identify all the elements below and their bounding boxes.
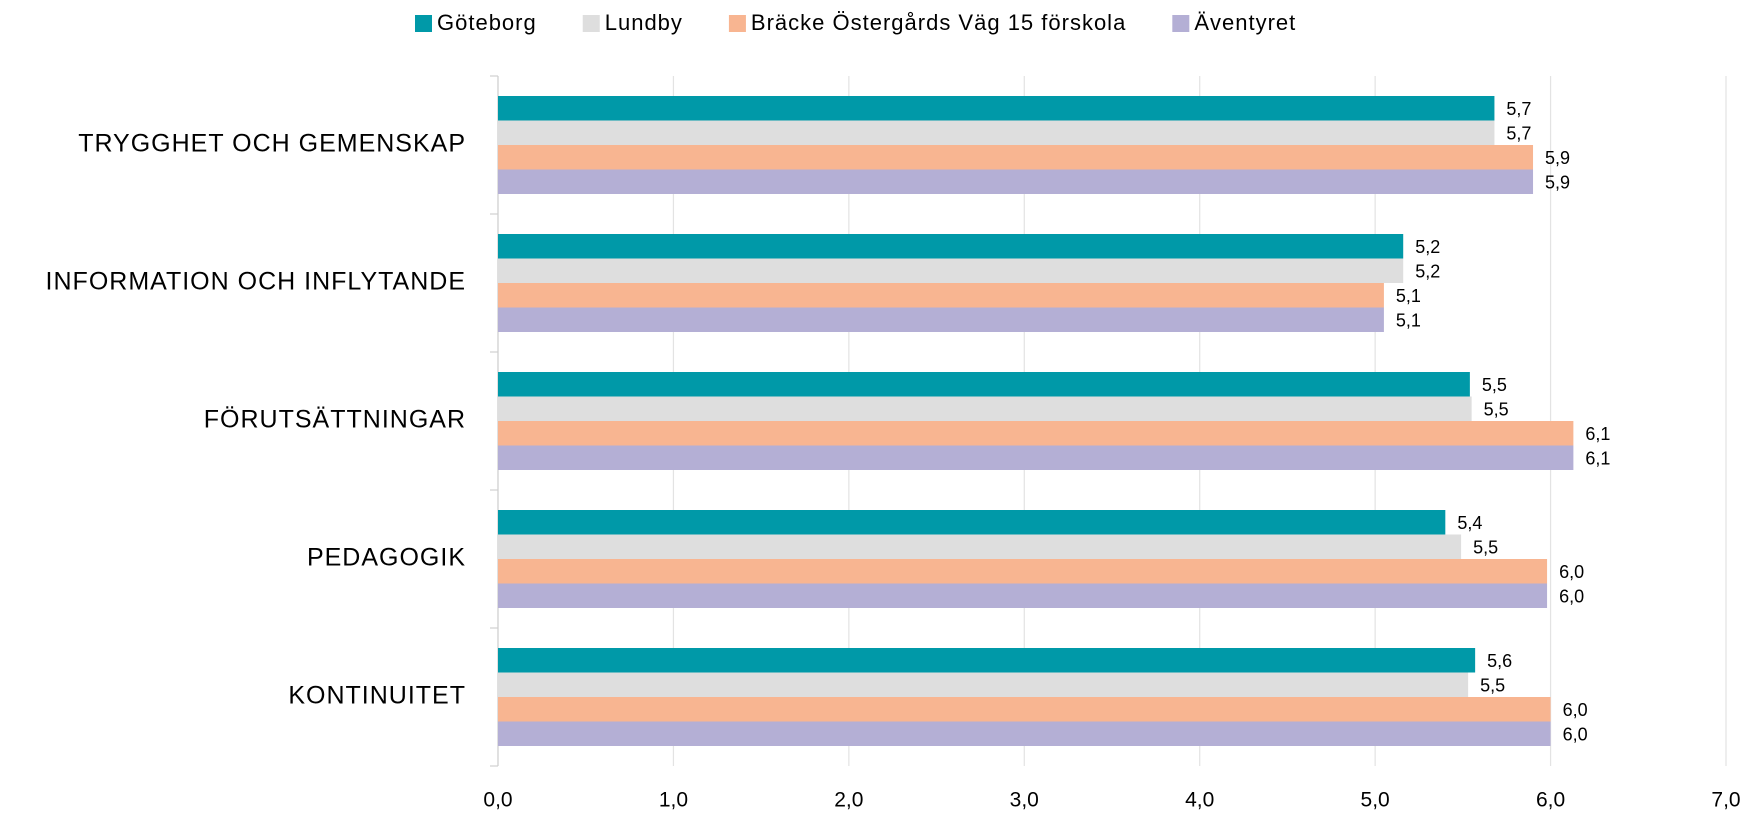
category-label: TRYGGHET OCH GEMENSKAP [78, 130, 466, 158]
legend-label: Lundby [605, 10, 683, 35]
value-label: 5,9 [1545, 173, 1570, 193]
value-label: 5,9 [1545, 148, 1570, 168]
bar [498, 697, 1551, 722]
value-label: 5,7 [1506, 124, 1531, 144]
legend-swatch [1172, 15, 1190, 32]
value-label: 5,1 [1396, 311, 1421, 331]
bar [498, 721, 1551, 746]
x-tick-label: 2,0 [834, 789, 863, 812]
value-label: 6,0 [1559, 587, 1584, 607]
legend-swatch [728, 15, 746, 32]
bar [498, 583, 1548, 608]
bar [498, 510, 1446, 535]
legend-label: Äventyret [1194, 10, 1296, 35]
bar [498, 445, 1574, 470]
value-label: 5,6 [1487, 651, 1512, 671]
bar [498, 372, 1470, 397]
x-tick-label: 6,0 [1536, 789, 1565, 812]
value-label: 6,0 [1563, 725, 1588, 745]
value-label: 5,2 [1415, 262, 1440, 282]
value-label: 5,5 [1482, 375, 1507, 395]
legend-label: Göteborg [437, 10, 537, 35]
value-label: 5,2 [1415, 237, 1440, 257]
value-label: 5,5 [1484, 400, 1509, 420]
category-label: PEDAGOGIK [307, 544, 466, 572]
bar [498, 96, 1495, 121]
bar [498, 120, 1495, 145]
category-label: INFORMATION OCH INFLYTANDE [46, 268, 466, 296]
x-tick-label: 1,0 [659, 789, 688, 812]
bar [498, 169, 1534, 194]
value-label: 5,1 [1396, 286, 1421, 306]
legend-swatch [415, 15, 432, 32]
category-label: KONTINUITET [288, 682, 466, 710]
bar [498, 307, 1384, 332]
bar [498, 672, 1469, 697]
bar [498, 396, 1472, 421]
x-tick-label: 3,0 [1010, 789, 1039, 812]
bar [498, 534, 1462, 559]
category-label: FÖRUTSÄTTNINGAR [204, 406, 466, 434]
bar [498, 283, 1384, 308]
bar [498, 559, 1548, 584]
bar [498, 234, 1404, 259]
x-tick-label: 0,0 [483, 789, 512, 812]
x-tick-label: 5,0 [1361, 789, 1390, 812]
value-label: 5,5 [1480, 676, 1505, 696]
bar [498, 145, 1534, 170]
value-label: 5,7 [1506, 99, 1531, 119]
x-tick-label: 4,0 [1185, 789, 1214, 812]
bar [498, 421, 1574, 446]
legend-label: Bräcke Östergårds Väg 15 förskola [751, 10, 1126, 35]
bar [498, 258, 1404, 283]
value-label: 6,0 [1563, 700, 1588, 720]
value-label: 6,1 [1585, 424, 1610, 444]
legend-swatch [582, 15, 600, 32]
value-label: 6,1 [1585, 449, 1610, 469]
bar [498, 648, 1476, 673]
x-tick-label: 7,0 [1711, 789, 1740, 812]
value-label: 5,5 [1473, 538, 1498, 558]
value-label: 5,4 [1457, 513, 1482, 533]
value-label: 6,0 [1559, 562, 1584, 582]
